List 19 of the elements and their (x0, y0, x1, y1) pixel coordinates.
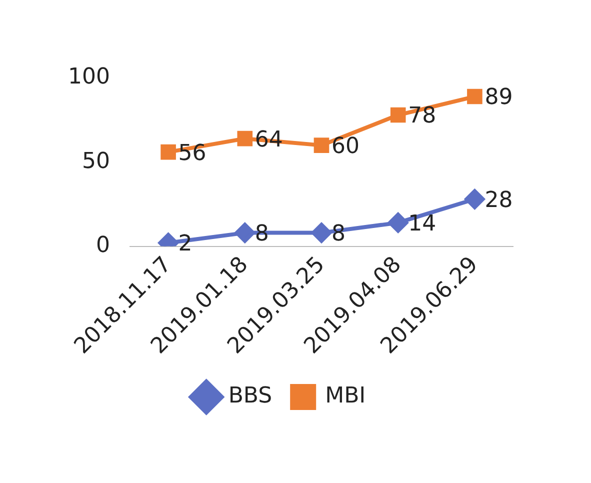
point (390, 107, 406, 123)
y-tick-label: 0 (96, 232, 110, 258)
point (388, 212, 408, 233)
point (160, 144, 176, 160)
y-tick-label: 100 (68, 64, 110, 90)
point (464, 189, 485, 210)
point (311, 222, 332, 243)
point (234, 222, 255, 243)
legend-label: MBI (325, 384, 366, 409)
data-label: 78 (408, 104, 436, 129)
data-label: 60 (331, 134, 360, 160)
data-label: 14 (408, 211, 436, 236)
y-tick-label: 50 (82, 148, 110, 174)
data-label: 89 (484, 85, 513, 110)
data-label: 28 (484, 188, 513, 213)
point (314, 138, 330, 153)
point (467, 88, 482, 104)
point (237, 130, 253, 146)
legend-label: BBS (228, 384, 272, 409)
